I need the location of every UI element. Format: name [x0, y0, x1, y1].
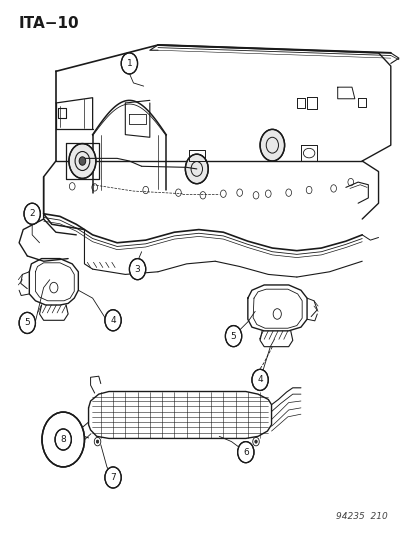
- Circle shape: [259, 130, 284, 161]
- Circle shape: [55, 429, 71, 450]
- Text: 2: 2: [29, 209, 35, 218]
- Circle shape: [237, 442, 253, 463]
- Circle shape: [225, 326, 241, 346]
- Circle shape: [79, 157, 85, 165]
- Text: 7: 7: [110, 473, 116, 482]
- Text: 4: 4: [110, 316, 116, 325]
- Text: 6: 6: [242, 448, 248, 457]
- Circle shape: [121, 53, 137, 74]
- Text: 5: 5: [24, 318, 30, 327]
- Circle shape: [104, 467, 121, 488]
- Text: 3: 3: [134, 265, 140, 273]
- Circle shape: [96, 440, 99, 443]
- Circle shape: [185, 154, 208, 184]
- Circle shape: [61, 442, 66, 448]
- Text: 1: 1: [126, 59, 132, 68]
- Circle shape: [42, 412, 84, 467]
- Text: 4: 4: [256, 375, 262, 384]
- Circle shape: [254, 440, 256, 443]
- Text: 94235  210: 94235 210: [335, 512, 387, 521]
- Text: 5: 5: [230, 332, 236, 341]
- Text: 8: 8: [60, 435, 66, 444]
- Circle shape: [104, 310, 121, 331]
- Circle shape: [69, 143, 96, 179]
- Circle shape: [24, 203, 40, 224]
- Circle shape: [252, 369, 268, 391]
- Circle shape: [129, 259, 145, 280]
- Circle shape: [19, 312, 36, 334]
- Text: ITA−10: ITA−10: [19, 16, 80, 31]
